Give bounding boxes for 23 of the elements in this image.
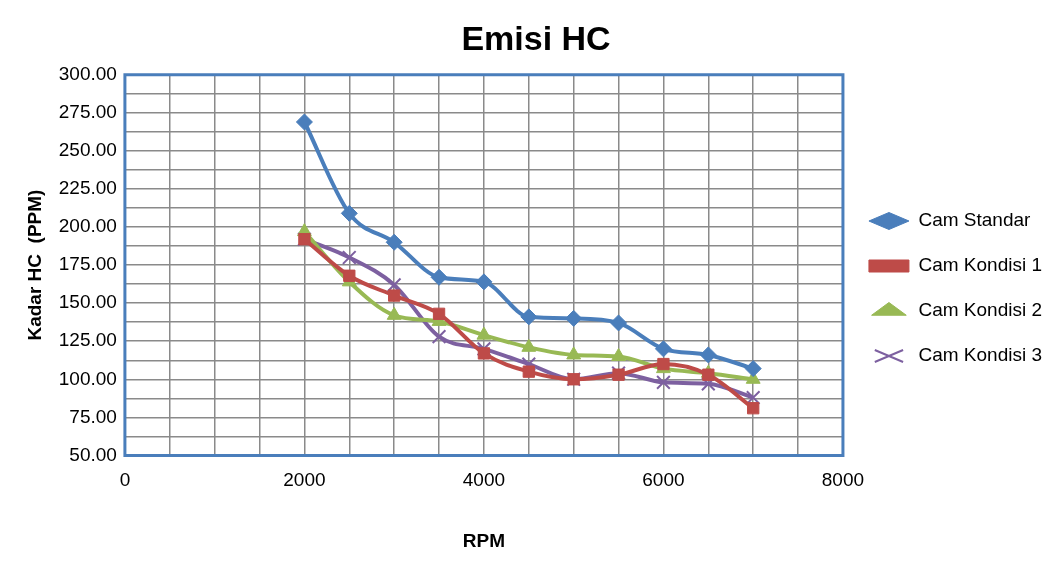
legend-label: Cam Kondisi 2 (918, 299, 1043, 321)
y-tick-label: 125.00 (58, 329, 117, 351)
legend-label: Cam Kondisi 3 (918, 344, 1043, 366)
y-tick-label: 150.00 (58, 291, 117, 313)
y-tick-label: 100.00 (58, 367, 117, 389)
x-tick-label: 2000 (283, 469, 326, 491)
x-tick-label: 4000 (462, 469, 506, 491)
y-tick-label: 75.00 (69, 405, 117, 427)
y-tick-label: 50.00 (69, 443, 117, 465)
legend-label: Cam Standar (918, 209, 1032, 231)
y-tick-label: 200.00 (58, 215, 117, 237)
x-tick-label: 6000 (642, 469, 685, 491)
y-axis-title: Kadar HC (PPM) (23, 189, 45, 341)
y-tick-label: 300.00 (58, 63, 117, 85)
chart-title: Emisi HC (461, 18, 611, 57)
y-tick-label: 250.00 (58, 139, 117, 161)
legend-label: Cam Kondisi 1 (918, 254, 1043, 276)
y-tick-label: 225.00 (58, 177, 117, 199)
y-tick-label: 175.00 (58, 253, 117, 275)
x-tick-label: 8000 (821, 469, 865, 491)
x-axis-title: RPM (462, 529, 506, 551)
x-tick-label: 0 (119, 469, 131, 491)
y-tick-label: 275.00 (58, 101, 117, 123)
